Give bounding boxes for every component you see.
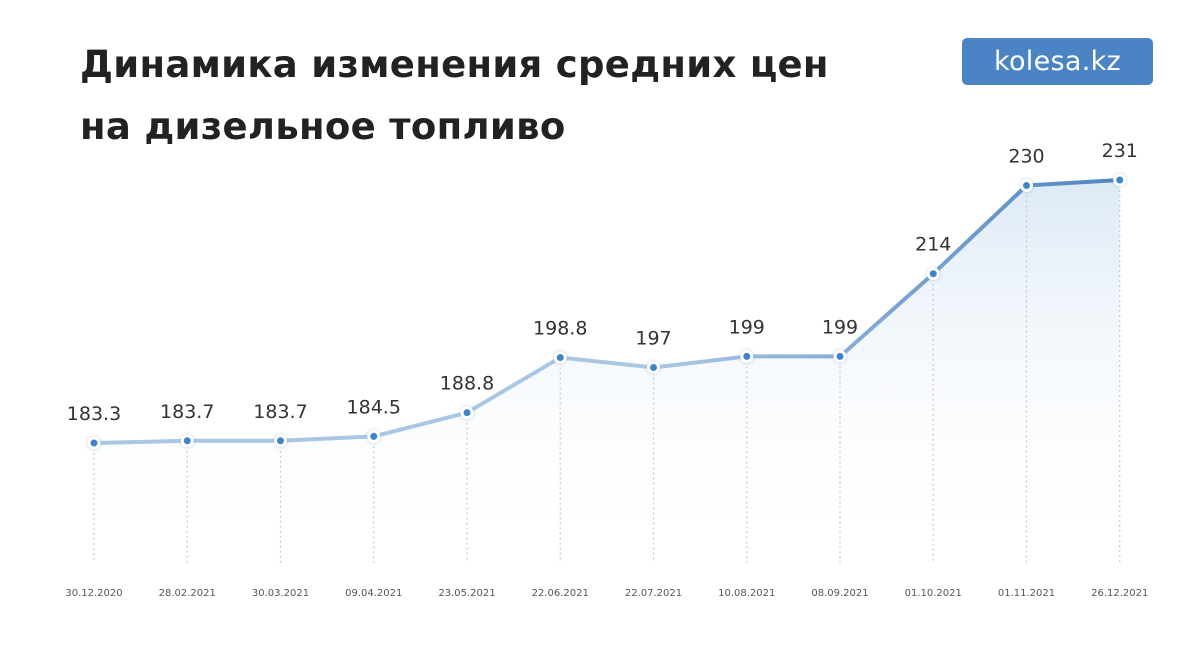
x-tick-label-8: 08.09.2021 [811, 588, 868, 599]
data-point-dot [1116, 176, 1124, 184]
data-point-9 [926, 267, 940, 281]
data-label-9: 214 [915, 234, 951, 256]
data-point-dot [929, 270, 937, 278]
chart-title: Динамика изменения средних цен на дизель… [80, 34, 829, 158]
data-point-dot [90, 439, 98, 447]
chart-title-line-2: на дизельное топливо [80, 105, 566, 148]
data-label-5: 198.8 [533, 318, 587, 340]
data-label-2: 183.7 [253, 401, 307, 423]
data-point-dot [836, 352, 844, 360]
data-point-8 [833, 349, 847, 363]
data-point-10 [1020, 179, 1033, 193]
data-point-11 [1113, 173, 1127, 187]
data-label-3: 184.5 [347, 396, 401, 418]
data-point-dot [650, 363, 657, 371]
x-tick-label-4: 23.05.2021 [438, 588, 495, 599]
data-point-3 [367, 429, 381, 443]
data-label-10: 230 [1008, 146, 1044, 168]
kolesa-logo: kolesa.kz [962, 38, 1153, 85]
data-point-dot [556, 354, 564, 362]
x-tick-label-5: 22.06.2021 [532, 588, 589, 599]
data-point-1 [180, 434, 194, 448]
series-line [92, 178, 1122, 445]
data-point-6 [647, 360, 660, 374]
data-point-dot [743, 352, 751, 360]
data-label-8: 199 [822, 316, 858, 338]
data-label-6: 197 [635, 327, 671, 349]
x-tick-label-11: 26.12.2021 [1091, 588, 1148, 599]
data-label-1: 183.7 [160, 401, 214, 423]
chart-title-line-1: Динамика изменения средних цен [80, 43, 829, 86]
data-point-4 [460, 406, 474, 420]
data-point-dot [370, 432, 378, 440]
data-label-11: 231 [1102, 140, 1138, 162]
data-label-7: 199 [729, 316, 765, 338]
data-label-0: 183.3 [67, 403, 121, 425]
data-point-7 [740, 349, 754, 363]
x-tick-label-3: 09.04.2021 [345, 588, 402, 599]
x-tick-label-7: 10.08.2021 [718, 588, 775, 599]
data-point-dot [277, 437, 284, 445]
data-point-5 [553, 351, 567, 365]
data-point-dot [183, 437, 191, 445]
data-point-dot [1023, 182, 1030, 190]
data-point-2 [274, 434, 287, 448]
data-point-dot [463, 409, 471, 417]
data-label-4: 188.8 [440, 373, 494, 395]
area-fill [94, 180, 1120, 563]
x-tick-label-2: 30.03.2021 [252, 588, 309, 599]
x-tick-label-9: 01.10.2021 [905, 588, 962, 599]
data-point-0 [87, 436, 101, 450]
x-tick-label-0: 30.12.2020 [65, 588, 122, 599]
x-tick-label-10: 01.11.2021 [998, 588, 1055, 599]
x-tick-label-1: 28.02.2021 [159, 588, 216, 599]
x-tick-label-6: 22.07.2021 [625, 588, 682, 599]
